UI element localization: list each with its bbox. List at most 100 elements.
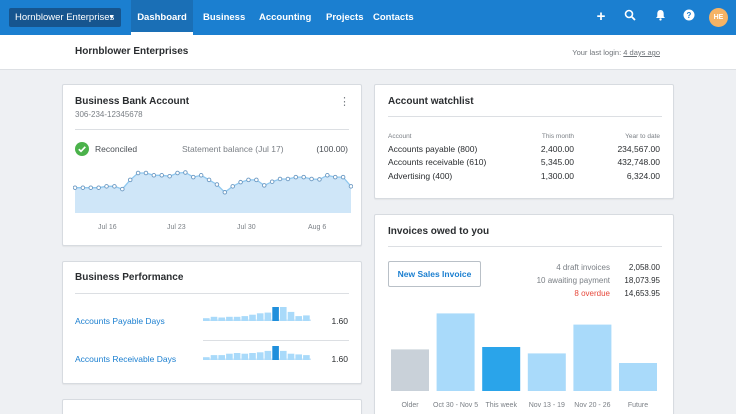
sparkline-bar <box>272 346 279 360</box>
awaiting-payment-value: 18,073.95 <box>624 276 660 285</box>
account-watchlist-card: Account watchlist Account This month Yea… <box>374 84 674 199</box>
invoice-bar-label: Oct 30 - Nov 5 <box>433 402 478 409</box>
sparkline-bar <box>295 354 302 360</box>
x-axis-label: Jul 16 <box>98 224 117 231</box>
notifications-bell-icon[interactable] <box>652 9 668 25</box>
x-axis-label: Aug 6 <box>308 224 327 231</box>
invoices-owed-card: Invoices owed to you New Sales Invoice 4… <box>374 214 674 414</box>
balance-point <box>73 185 78 190</box>
balance-point <box>159 173 164 178</box>
balance-point <box>191 174 196 180</box>
sparkline-bar <box>264 312 272 321</box>
user-avatar[interactable]: HE <box>709 8 728 27</box>
balance-point <box>269 179 275 184</box>
sparkline-bar <box>210 316 218 321</box>
more-options-icon[interactable]: ⋮ <box>339 96 350 108</box>
watchlist-this-month: 5,345.00 <box>540 157 574 167</box>
sparkline-bar <box>218 355 225 360</box>
sparkline-bar <box>241 316 249 321</box>
tab-contacts[interactable]: Contacts <box>373 12 414 23</box>
balance-point <box>262 183 267 188</box>
invoice-bar <box>573 324 612 391</box>
balance-point <box>135 170 141 176</box>
invoices-owed-title[interactable]: Invoices owed to you <box>388 226 490 237</box>
page-title: Hornblower Enterprises <box>75 46 189 57</box>
watchlist-account[interactable]: Accounts payable (800) <box>388 144 478 154</box>
invoice-bar-label: This week <box>485 402 517 409</box>
divider <box>75 293 349 294</box>
sparkline-bar <box>295 316 302 321</box>
org-switcher-button[interactable]: Hornblower Enterprises ▼ <box>9 8 121 27</box>
balance-point <box>293 174 299 180</box>
watchlist-this-month: 1,300.00 <box>540 171 574 181</box>
awaiting-payment-label[interactable]: 10 awaiting payment <box>536 276 610 285</box>
balance-point <box>167 173 172 179</box>
balance-point <box>183 170 188 175</box>
svg-text:?: ? <box>687 11 692 20</box>
sparkline-bar <box>256 313 264 321</box>
invoice-bar-label: Future <box>628 402 648 409</box>
invoice-bar <box>527 353 566 391</box>
tab-projects[interactable]: Projects <box>326 12 364 23</box>
bank-account-card: Business Bank Account 306-234-12345678 ⋮… <box>62 84 362 246</box>
invoice-bar-label: Nov 20 - 26 <box>574 402 610 409</box>
accounts-receivable-days-link[interactable]: Accounts Receivable Days <box>75 354 177 364</box>
divider <box>388 246 662 247</box>
balance-point <box>285 176 291 182</box>
watchlist-year-to-date: 234,567.00 <box>617 144 660 154</box>
watchlist-account[interactable]: Advertising (400) <box>388 171 453 181</box>
balance-point <box>151 173 157 178</box>
overdue-value: 14,653.95 <box>624 289 660 298</box>
sparkline-bar <box>233 353 241 360</box>
invoice-bar <box>391 349 429 391</box>
organisation-header: Hornblower Enterprises Your last login: … <box>0 35 736 70</box>
sparkline-bar <box>287 353 295 360</box>
invoice-bar <box>436 313 475 391</box>
statement-balance-label: Statement balance (Jul 17) <box>182 144 284 154</box>
balance-point <box>198 173 204 178</box>
sparkline-bar <box>280 307 287 321</box>
sparkline-bar <box>249 353 256 360</box>
accounts-payable-days-link[interactable]: Accounts Payable Days <box>75 316 165 326</box>
sparkline-bar <box>233 316 241 321</box>
balance-point <box>175 170 180 176</box>
bank-balance-chart <box>73 170 353 213</box>
sparkline-bar <box>280 350 287 360</box>
draft-invoices-value: 2,058.00 <box>628 263 660 272</box>
overdue-label[interactable]: 8 overdue <box>574 289 610 298</box>
divider <box>75 129 349 130</box>
divider <box>388 116 662 117</box>
new-sales-invoice-button[interactable]: New Sales Invoice <box>388 261 481 287</box>
draft-invoices-label[interactable]: 4 draft invoices <box>556 263 610 272</box>
x-axis-label: Jul 23 <box>167 224 186 231</box>
balance-point <box>104 184 109 189</box>
add-icon[interactable]: + <box>596 8 606 25</box>
caret-down-icon: ▼ <box>108 14 115 21</box>
tab-dashboard[interactable]: Dashboard <box>131 0 193 35</box>
column-header-this-month: This month <box>541 133 574 140</box>
balance-point <box>214 182 220 187</box>
business-performance-title[interactable]: Business Performance <box>75 272 184 283</box>
sparkline-bar <box>203 318 210 321</box>
tab-accounting[interactable]: Accounting <box>259 12 312 23</box>
balance-point <box>301 174 306 180</box>
search-icon[interactable] <box>622 9 638 25</box>
balance-point <box>230 184 235 189</box>
divider <box>203 340 349 341</box>
bank-account-title[interactable]: Business Bank Account <box>75 96 190 107</box>
tab-business[interactable]: Business <box>203 12 246 23</box>
balance-point <box>325 173 330 178</box>
accounts-payable-days-value: 1.60 <box>331 316 348 326</box>
balance-point <box>127 177 133 183</box>
column-header-year-to-date: Year to date <box>625 133 660 140</box>
watchlist-account[interactable]: Accounts receivable (610) <box>388 157 487 167</box>
balance-point <box>340 174 346 180</box>
accounts-payable-sparkline <box>203 307 311 321</box>
account-watchlist-title[interactable]: Account watchlist <box>388 96 474 107</box>
last-login-link[interactable]: 4 days ago <box>623 48 660 57</box>
sparkline-bar <box>264 350 272 360</box>
sparkline-bar <box>249 314 256 321</box>
balance-point <box>238 179 243 185</box>
help-icon[interactable]: ? <box>681 9 697 25</box>
watchlist-this-month: 2,400.00 <box>540 144 574 154</box>
